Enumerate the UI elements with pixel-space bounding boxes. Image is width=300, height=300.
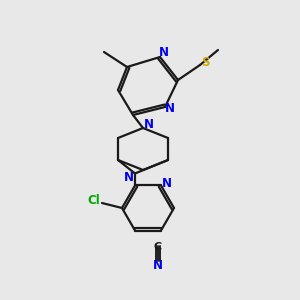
- Text: N: N: [144, 118, 154, 130]
- Text: S: S: [201, 56, 209, 70]
- Text: N: N: [159, 46, 169, 59]
- Text: C: C: [154, 242, 162, 251]
- Text: N: N: [162, 177, 172, 190]
- Text: Cl: Cl: [88, 194, 100, 208]
- Text: N: N: [165, 103, 175, 116]
- Text: N: N: [124, 171, 134, 184]
- Text: N: N: [153, 259, 163, 272]
